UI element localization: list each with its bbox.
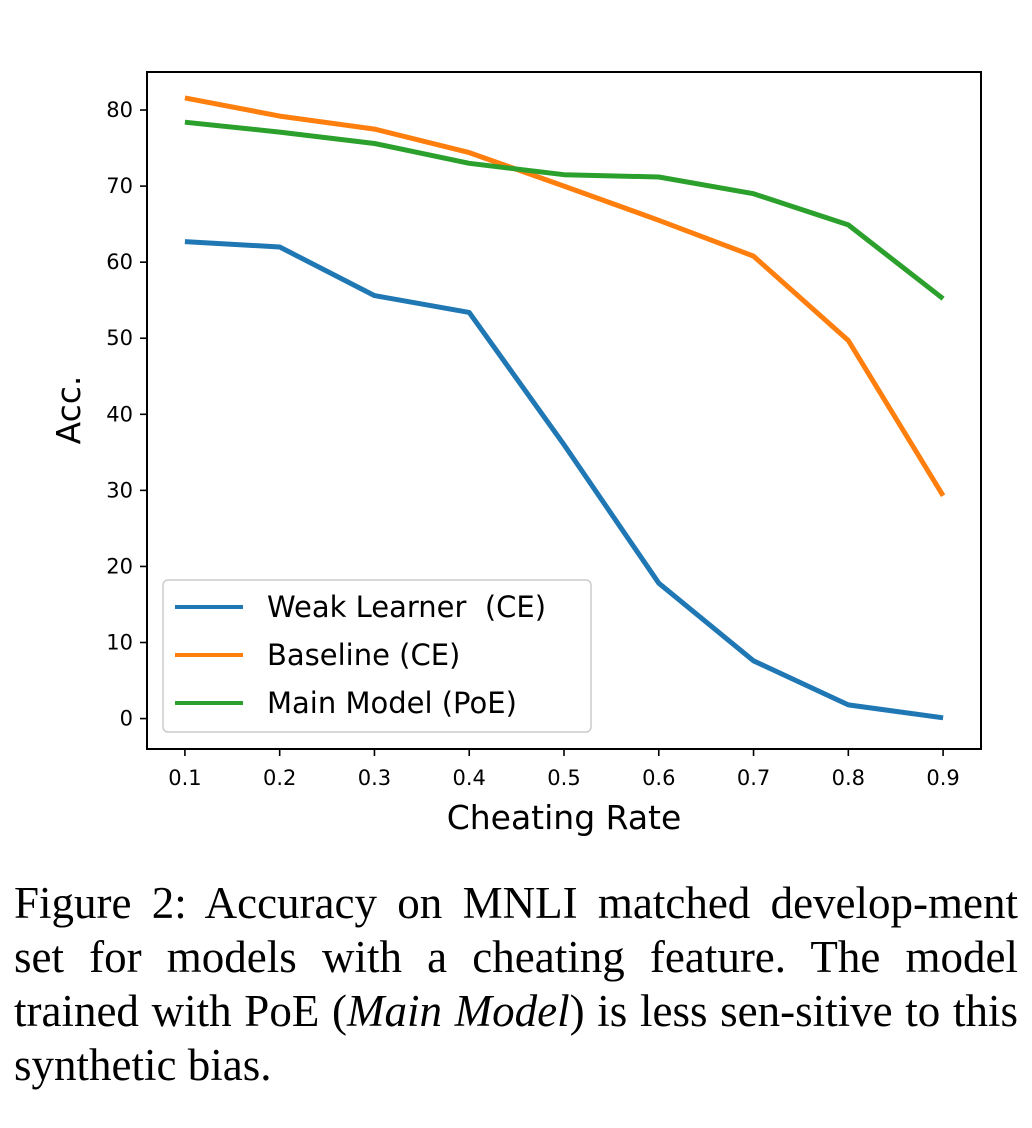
series-line-0 [184,239,944,721]
x-tick-label: 0.4 [453,766,486,790]
x-tick-label: 0.6 [642,766,675,790]
x-tick-label: 0.9 [926,766,959,790]
y-axis-label: Acc. [49,376,88,445]
y-tick-label: 60 [106,250,133,274]
series-line-1 [184,95,946,498]
figure: 0 10 20 30 40 50 60 70 80 0.1 0.2 0.3 0.4 0.5 0.6 0.7 0… [49,71,982,837]
series-lines [184,95,946,721]
x-tick-label: 0.3 [358,766,391,790]
figure-caption: Figure 2: Accuracy on MNLI matched devel… [14,876,1018,1092]
y-axis: 0 10 20 30 40 50 60 70 80 [106,98,147,731]
caption-emphasis: Main Model [346,986,570,1036]
x-tick-label: 0.5 [547,766,580,790]
caption-text: Figure 2: Accuracy on MNLI matched devel… [14,878,1018,1036]
caption-text-end: ) is less sen-sitive to this synthetic b… [14,986,1019,1090]
y-tick-label: 50 [106,326,133,350]
y-tick-label: 80 [106,98,133,122]
legend-label: Weak Learner (CE) [267,590,546,624]
legend-label: Main Model (PoE) [267,686,517,720]
y-tick-label: 20 [106,554,133,578]
legend-box [162,579,592,733]
y-tick-label: 10 [106,631,133,655]
y-tick-label: 0 [120,707,133,731]
x-tick-label: 0.7 [737,766,770,790]
legend-label: Baseline (CE) [267,638,460,672]
x-tick-label: 0.1 [168,766,201,790]
x-axis: 0.1 0.2 0.3 0.4 0.5 0.6 0.7 0.8 0.9 [168,749,960,790]
series-line-2 [184,119,945,301]
x-tick-label: 0.8 [832,766,865,790]
legend: Weak Learner (CE) Baseline (CE) Main Model… [162,579,592,733]
y-tick-label: 30 [106,478,133,502]
x-axis-label: Cheating Rate [447,798,682,837]
y-tick-label: 70 [106,174,133,198]
x-tick-label: 0.2 [263,766,296,790]
y-tick-label: 40 [106,402,133,426]
